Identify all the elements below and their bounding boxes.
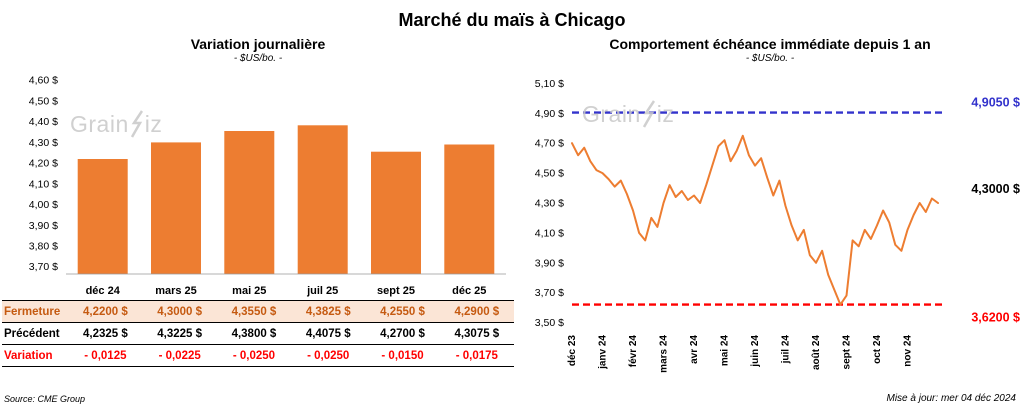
- bar: [444, 144, 495, 274]
- table-cell: 4,2200 $: [83, 305, 128, 318]
- bar: [151, 142, 201, 274]
- line-chart: 5,10 $ 4,90 $ 4,70 $ 4,50 $ 4,30 $ 4,10 $ 3,90…: [535, 78, 1020, 373]
- x-tick-label: juin 24: [750, 335, 761, 368]
- table-cell: - 0,0250: [307, 349, 350, 362]
- x-category-label: déc 24: [86, 285, 121, 297]
- last-price-label: 4,3000 $: [971, 182, 1020, 196]
- x-tick-label: mars 24: [659, 335, 670, 373]
- table-cell: 4,3550 $: [231, 305, 277, 318]
- table-cell: 4,2900 $: [454, 305, 500, 318]
- y-tick-label: 4,20 $: [29, 158, 58, 170]
- y-tick-label: 4,00 $: [29, 199, 58, 211]
- x-tick-label: juil 24: [781, 335, 792, 365]
- one-year-panel: Comportement échéance immédiate depuis 1…: [516, 30, 1024, 408]
- x-tick-label: sept 24: [842, 335, 853, 370]
- table-cell: 4,3075 $: [454, 327, 500, 340]
- table-cell: 4,3225 $: [157, 327, 203, 340]
- y-tick-label: 3,70 $: [535, 287, 564, 299]
- y-tick-label: 4,70 $: [535, 138, 564, 150]
- x-category-label: juil 25: [306, 285, 338, 297]
- x-tick-label: oct 24: [872, 335, 883, 364]
- line-chart-subtitle: - $US/bo. -: [745, 53, 795, 64]
- table-cell: - 0,0225: [158, 349, 201, 362]
- table-cell: 4,3800 $: [231, 327, 277, 340]
- x-tick-label: févr 24: [628, 335, 639, 368]
- y-tick-label: 4,90 $: [535, 108, 564, 120]
- y-tick-label: 3,50 $: [535, 317, 564, 329]
- y-tick-label: 4,30 $: [535, 198, 564, 210]
- x-tick-label: janv 24: [598, 335, 609, 370]
- table-cell: 4,4075 $: [305, 327, 351, 340]
- price-line: [571, 134, 939, 306]
- y-tick-label: 3,70 $: [29, 261, 58, 273]
- x-category-label: mai 25: [232, 285, 266, 297]
- y-tick-label: 3,90 $: [535, 257, 564, 269]
- price-table-body: Fermeture 4,2200 $ 4,3000 $ 4,3550 $ 4,3825 …: [2, 300, 514, 367]
- table-cell: - 0,0175: [455, 349, 498, 362]
- table-cell: 4,2550 $: [380, 305, 425, 318]
- table-cell: - 0,0150: [381, 349, 424, 362]
- y-tick-label: 4,50 $: [29, 95, 58, 107]
- table-cell: 4,2700 $: [380, 327, 425, 340]
- x-category-label: sept 25: [377, 285, 415, 297]
- row-label: Précédent: [4, 327, 60, 340]
- update-note: Mise à jour: mer 04 déc 2024: [886, 393, 1016, 404]
- high-ref-label: 4,9050 $: [971, 96, 1020, 110]
- table-cell: 4,3825 $: [305, 305, 351, 318]
- x-tick-label: avr 24: [689, 335, 700, 364]
- price-table: Fermeture 4,2200 $ 4,3000 $ 4,3550 $ 4,3825 …: [2, 300, 514, 367]
- source-note: Source: CME Group: [4, 394, 86, 404]
- x-tick-label: août 24: [811, 335, 822, 370]
- x-category-label: mars 25: [155, 285, 197, 297]
- bar-chart: 4,60 $ 4,50 $ 4,40 $ 4,30 $ 4,20 $ 4,10 $ 4,00…: [29, 75, 506, 297]
- bar: [297, 125, 348, 274]
- bar-chart-title: Variation journalière: [190, 36, 326, 52]
- bar-chart-subtitle: - $US/bo. -: [233, 53, 283, 64]
- daily-variation-panel: Variation journalière - $US/bo. - 4,60 $…: [0, 30, 516, 408]
- table-cell: 4,3000 $: [157, 305, 203, 318]
- y-tick-label: 3,90 $: [29, 220, 58, 232]
- y-tick-label: 4,10 $: [535, 227, 564, 239]
- bar: [77, 159, 128, 274]
- row-label: Fermeture: [4, 305, 61, 318]
- bar: [371, 151, 421, 274]
- y-tick-label: 4,50 $: [535, 168, 564, 180]
- table-row-precedent: Précédent 4,2325 $ 4,3225 $ 4,3800 $ 4,4075 …: [2, 322, 514, 345]
- table-cell: - 0,0125: [84, 349, 127, 362]
- x-tick-label: mai 24: [720, 335, 731, 367]
- table-row-variation: Variation - 0,0125 - 0,0225 - 0,0250 - 0,025…: [2, 344, 514, 367]
- page-title: Marché du maïs à Chicago: [398, 10, 626, 30]
- table-cell: - 0,0250: [232, 349, 276, 362]
- y-tick-label: 4,30 $: [29, 137, 58, 149]
- x-tick-label: déc 23: [567, 335, 578, 367]
- y-tick-label: 5,10 $: [535, 78, 564, 90]
- y-tick-label: 3,80 $: [29, 241, 58, 253]
- bar: [224, 131, 275, 274]
- x-category-label: déc 25: [452, 285, 486, 297]
- low-ref-label: 3,6200 $: [971, 311, 1020, 325]
- table-row-fermeture: Fermeture 4,2200 $ 4,3000 $ 4,3550 $ 4,3825 …: [2, 300, 514, 323]
- x-tick-label: nov 24: [903, 335, 914, 367]
- row-label: Variation: [4, 349, 53, 362]
- y-tick-label: 4,40 $: [29, 116, 58, 128]
- y-tick-label: 4,10 $: [29, 178, 58, 190]
- line-chart-title: Comportement échéance immédiate depuis 1…: [609, 36, 931, 52]
- table-cell: 4,2325 $: [83, 327, 128, 340]
- y-tick-label: 4,60 $: [29, 75, 58, 87]
